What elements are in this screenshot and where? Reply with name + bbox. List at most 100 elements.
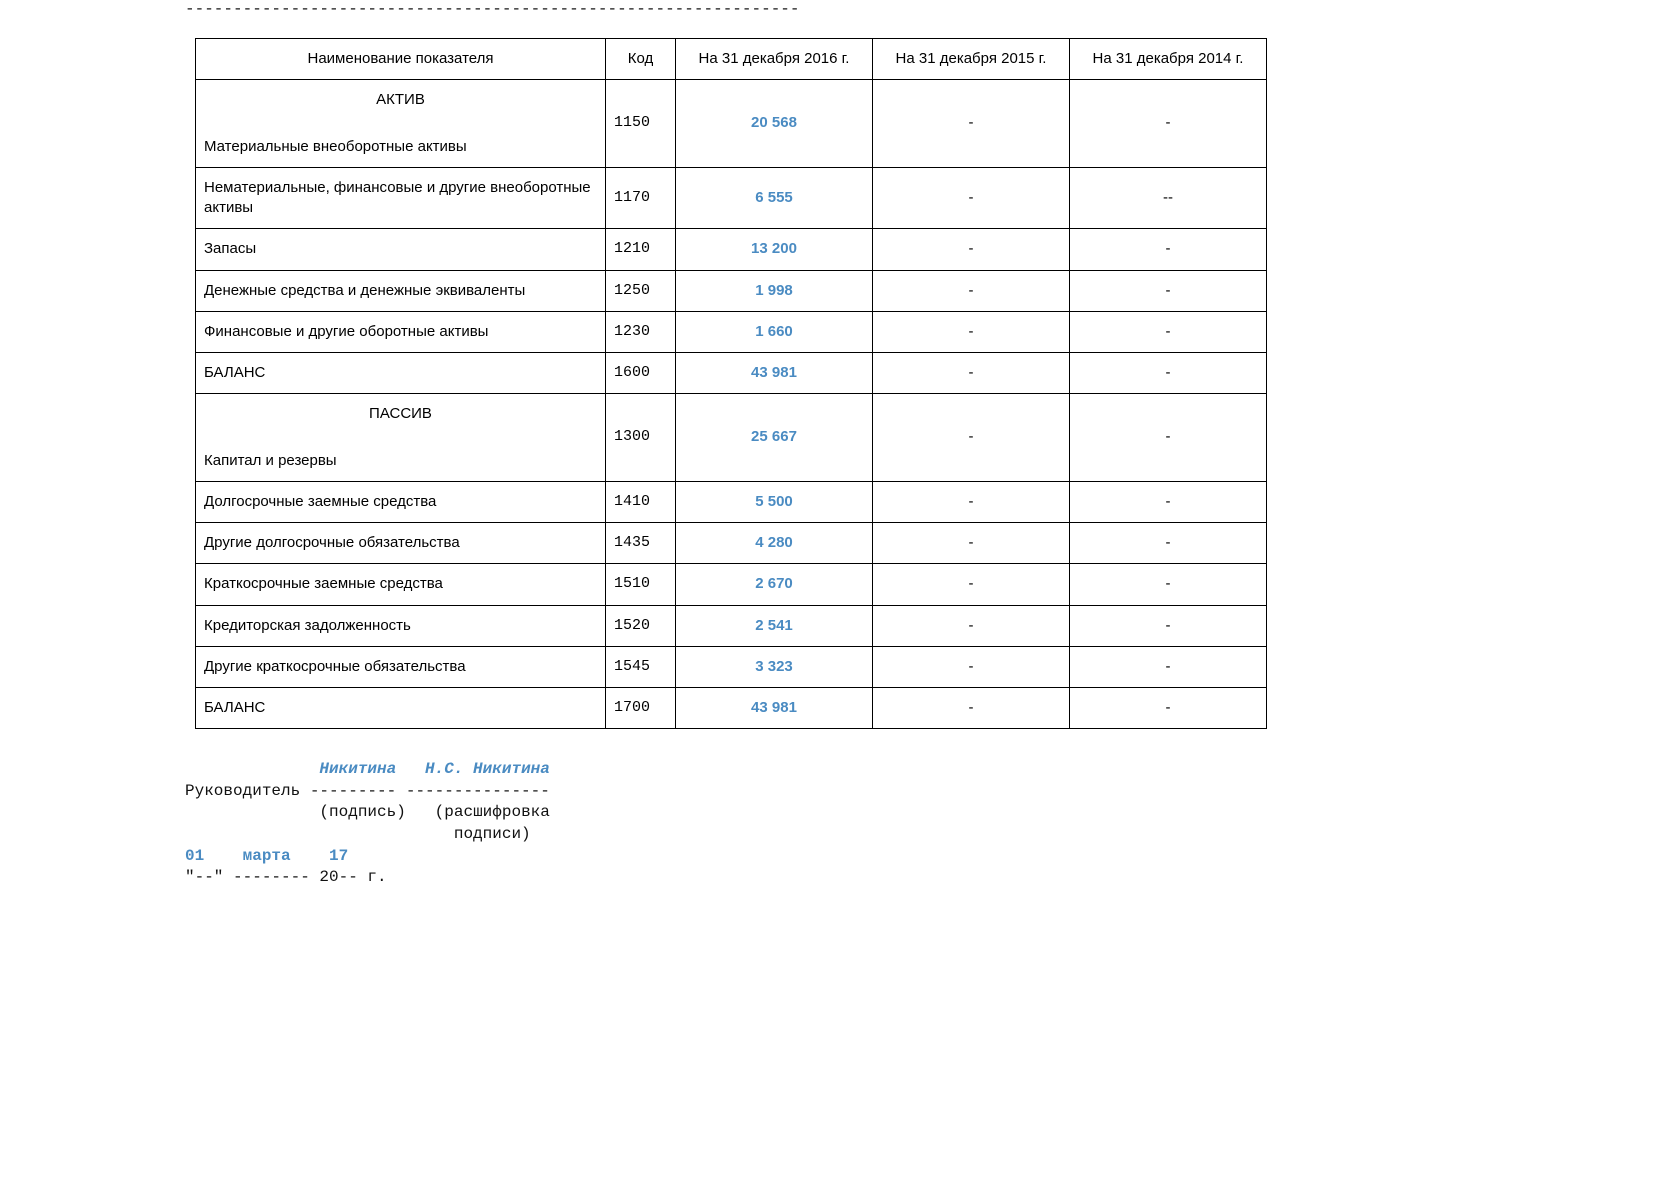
- row-value-2014: -: [1070, 481, 1267, 522]
- table-row: Кредиторская задолженность 1520 2 541 - …: [196, 605, 1267, 646]
- row-value-2014: -: [1070, 646, 1267, 687]
- row-value-2016: 20 568: [676, 80, 873, 168]
- sig-spacer: [185, 760, 319, 778]
- row-value-2016: 5 500: [676, 481, 873, 522]
- col-header-2015: На 31 декабря 2015 г.: [873, 39, 1070, 80]
- table-row: Долгосрочные заемные средства 1410 5 500…: [196, 481, 1267, 522]
- row-name-cell: БАЛАНС: [196, 353, 606, 394]
- col-header-name: Наименование показателя: [196, 39, 606, 80]
- row-value-2015: -: [873, 270, 1070, 311]
- row-value-2016: 2 541: [676, 605, 873, 646]
- row-value-2014: --: [1070, 167, 1267, 229]
- row-value-2014: -: [1070, 394, 1267, 482]
- table-row: Другие долгосрочные обязательства 1435 4…: [196, 523, 1267, 564]
- row-name-cell: Нематериальные, финансовые и другие внео…: [196, 167, 606, 229]
- row-value-2015: -: [873, 229, 1070, 270]
- row-value-2015: -: [873, 311, 1070, 352]
- row-value-2014: -: [1070, 353, 1267, 394]
- row-value-2014: -: [1070, 80, 1267, 168]
- leader-label: Руководитель: [185, 782, 300, 800]
- row-value-2016: 6 555: [676, 167, 873, 229]
- table-row: Финансовые и другие оборотные активы 123…: [196, 311, 1267, 352]
- row-value-2015: -: [873, 688, 1070, 729]
- decode-caption-2: подписи): [454, 825, 531, 843]
- row-code-cell: 1150: [606, 80, 676, 168]
- row-value-2015: -: [873, 605, 1070, 646]
- row-name-cell: Другие долгосрочные обязательства: [196, 523, 606, 564]
- row-code-cell: 1700: [606, 688, 676, 729]
- document-page: ----------------------------------------…: [0, 0, 1678, 929]
- table-row: Денежные средства и денежные эквиваленты…: [196, 270, 1267, 311]
- table-row: Другие краткосрочные обязательства 1545 …: [196, 646, 1267, 687]
- row-value-2016: 43 981: [676, 688, 873, 729]
- table-row: БАЛАНС 1600 43 981 - -: [196, 353, 1267, 394]
- row-code-cell: 1600: [606, 353, 676, 394]
- row-name-cell: ПАССИВ: [196, 394, 606, 441]
- col-header-code: Код: [606, 39, 676, 80]
- row-value-2014: -: [1070, 229, 1267, 270]
- row-value-2015: -: [873, 523, 1070, 564]
- row-name-cell: Капитал и резервы: [196, 441, 606, 482]
- row-value-2016: 2 670: [676, 564, 873, 605]
- row-name-cell: БАЛАНС: [196, 688, 606, 729]
- table-row: ПАССИВ 1300 25 667 - -: [196, 394, 1267, 441]
- row-value-2014: -: [1070, 605, 1267, 646]
- row-value-2016: 1 998: [676, 270, 873, 311]
- decode-caption-1: (расшифровка: [435, 803, 550, 821]
- row-code-cell: 1210: [606, 229, 676, 270]
- row-value-2016: 3 323: [676, 646, 873, 687]
- signature-full-name: Н.С. Никитина: [425, 760, 550, 778]
- row-value-2015: -: [873, 353, 1070, 394]
- section-active-label: АКТИВ: [204, 90, 597, 116]
- row-code-cell: 1545: [606, 646, 676, 687]
- sig-spacer: [396, 760, 425, 778]
- row-code-cell: 1510: [606, 564, 676, 605]
- row-code-cell: 1410: [606, 481, 676, 522]
- row-name-cell: Кредиторская задолженность: [196, 605, 606, 646]
- row-value-2016: 25 667: [676, 394, 873, 482]
- table-row: БАЛАНС 1700 43 981 - -: [196, 688, 1267, 729]
- date-year: 17: [329, 847, 348, 865]
- header-dash-line: ----------------------------------------…: [185, 0, 1678, 18]
- row-name-cell: Финансовые и другие оборотные активы: [196, 311, 606, 352]
- row-value-2016: 4 280: [676, 523, 873, 564]
- row-value-2015: -: [873, 167, 1070, 229]
- row-value-2014: -: [1070, 688, 1267, 729]
- row-value-2014: -: [1070, 270, 1267, 311]
- row-code-cell: 1435: [606, 523, 676, 564]
- row-name-cell: Краткосрочные заемные средства: [196, 564, 606, 605]
- col-header-2016: На 31 декабря 2016 г.: [676, 39, 873, 80]
- row-code-cell: 1230: [606, 311, 676, 352]
- row-value-2014: -: [1070, 523, 1267, 564]
- table-row: Нематериальные, финансовые и другие внео…: [196, 167, 1267, 229]
- signature-name: Никитина: [319, 760, 396, 778]
- row-name-cell: Материальные внеоборотные активы: [196, 127, 606, 168]
- section-passive-label: ПАССИВ: [204, 404, 597, 430]
- row-value-2015: -: [873, 646, 1070, 687]
- row-value-2015: -: [873, 481, 1070, 522]
- row-value-2015: -: [873, 564, 1070, 605]
- row-value-2015: -: [873, 80, 1070, 168]
- row-value-2016: 13 200: [676, 229, 873, 270]
- row-name-cell: Другие краткосрочные обязательства: [196, 646, 606, 687]
- table-header-row: Наименование показателя Код На 31 декабр…: [196, 39, 1267, 80]
- balance-sheet-table: Наименование показателя Код На 31 декабр…: [195, 38, 1267, 729]
- row-value-2016: 43 981: [676, 353, 873, 394]
- sign-caption: (подпись): [319, 803, 405, 821]
- date-day: 01: [185, 847, 204, 865]
- row-name-cell: Запасы: [196, 229, 606, 270]
- row-code-cell: 1520: [606, 605, 676, 646]
- table-row: Запасы 1210 13 200 - -: [196, 229, 1267, 270]
- row-code-cell: 1170: [606, 167, 676, 229]
- row-value-2015: -: [873, 394, 1070, 482]
- date-template: "--" -------- 20-- г.: [185, 868, 387, 886]
- date-month: марта: [243, 847, 291, 865]
- col-header-2014: На 31 декабря 2014 г.: [1070, 39, 1267, 80]
- row-value-2016: 1 660: [676, 311, 873, 352]
- row-code-cell: 1250: [606, 270, 676, 311]
- row-code-cell: 1300: [606, 394, 676, 482]
- signature-block: Никитина Н.С. Никитина Руководитель ----…: [185, 759, 1678, 889]
- row-value-2014: -: [1070, 564, 1267, 605]
- table-row: АКТИВ 1150 20 568 - -: [196, 80, 1267, 127]
- table-row: Краткосрочные заемные средства 1510 2 67…: [196, 564, 1267, 605]
